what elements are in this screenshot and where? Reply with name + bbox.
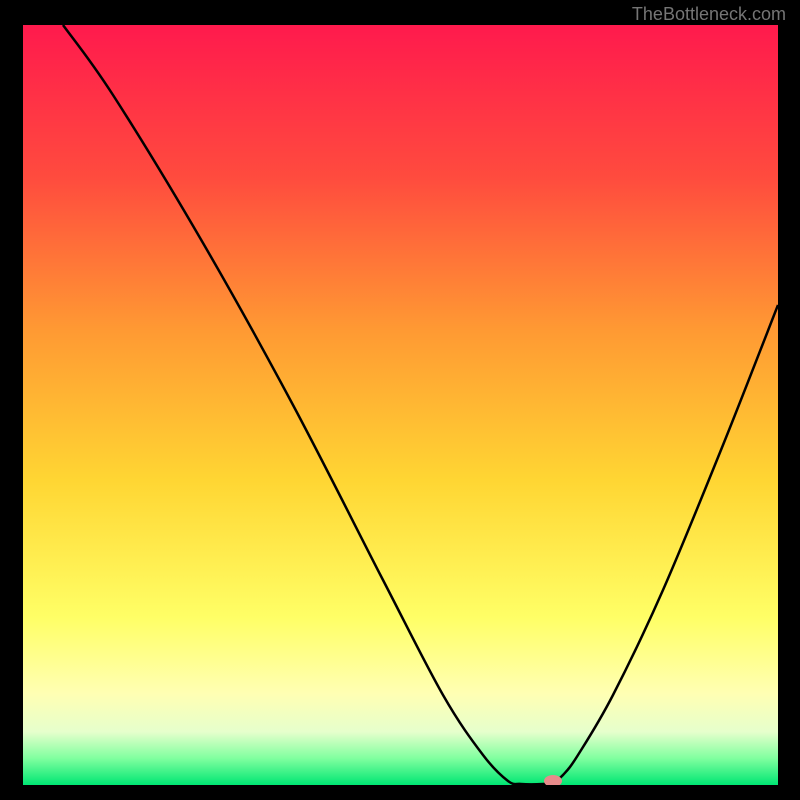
optimal-point-marker — [544, 775, 562, 785]
chart-container: TheBottleneck.com — [0, 0, 800, 800]
bottleneck-curve-layer — [23, 25, 778, 785]
plot-area — [23, 25, 778, 785]
bottleneck-curve — [63, 25, 778, 784]
watermark-text: TheBottleneck.com — [632, 4, 786, 25]
